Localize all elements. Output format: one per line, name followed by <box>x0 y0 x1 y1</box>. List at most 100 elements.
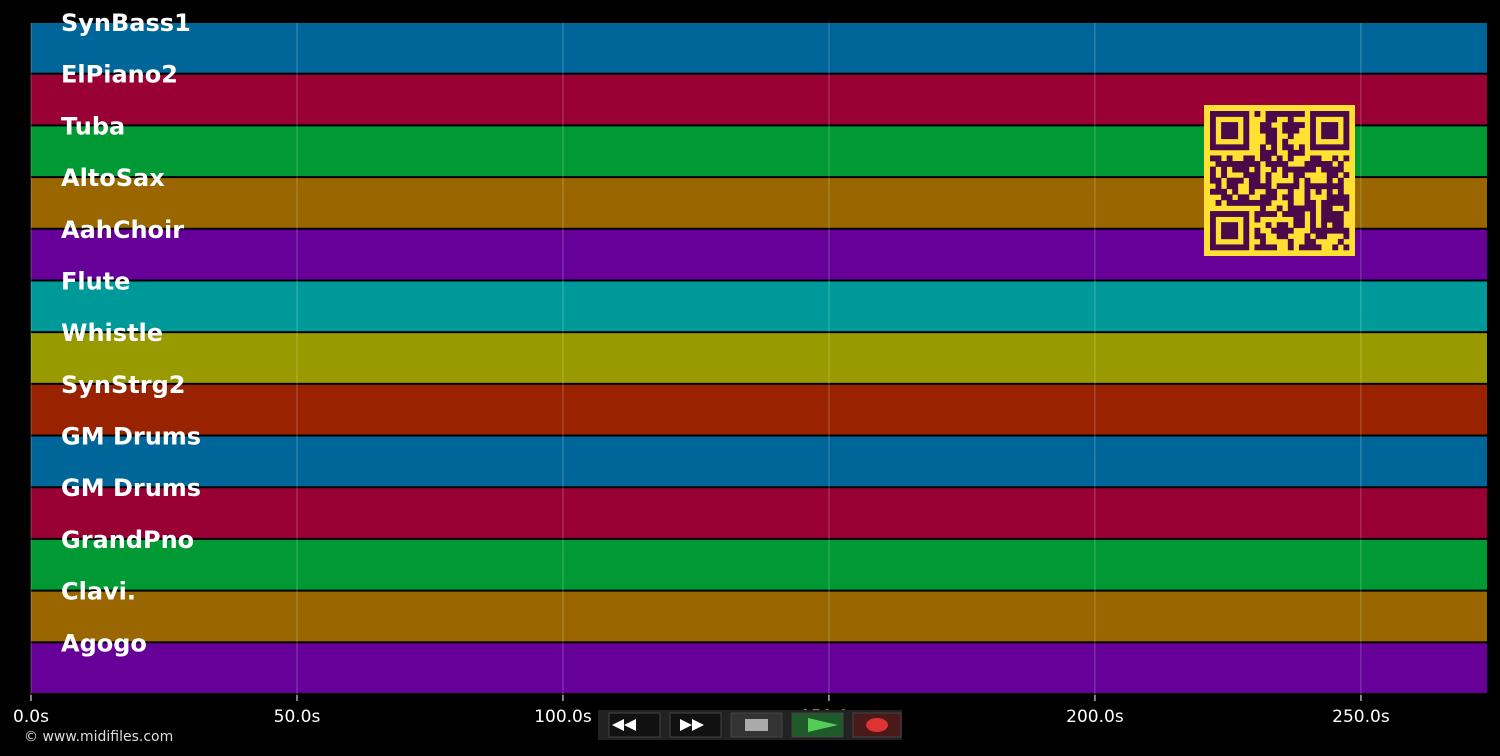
qr-cell <box>1282 227 1289 234</box>
qr-cell <box>1210 144 1216 151</box>
qr-cell <box>1248 155 1255 162</box>
rewind-button[interactable] <box>608 712 661 738</box>
qr-cell <box>1248 188 1255 195</box>
qr-cell <box>1343 155 1350 162</box>
qr-cell <box>1310 199 1316 206</box>
qr-cell <box>1332 183 1339 190</box>
qr-cell <box>1265 183 1272 190</box>
tick-label: 200.0s <box>1066 707 1124 727</box>
qr-cell <box>1265 149 1272 156</box>
qr-cell <box>1287 238 1294 245</box>
qr-cell <box>1276 222 1283 229</box>
qr-cell <box>1271 127 1278 134</box>
qr-cell <box>1332 122 1339 128</box>
qr-cell <box>1310 166 1316 173</box>
qr-cell <box>1237 144 1244 151</box>
qr-cell <box>1248 183 1255 190</box>
qr-cell <box>1265 244 1272 251</box>
qr-cell <box>1321 144 1328 151</box>
qr-cell <box>1243 161 1250 167</box>
qr-cell <box>1237 111 1244 117</box>
qr-cell <box>1310 211 1316 217</box>
qr-cell <box>1265 111 1272 117</box>
qr-cell <box>1304 166 1311 173</box>
qr-cell <box>1321 211 1328 217</box>
transport-controls <box>598 710 902 740</box>
qr-cell <box>1304 199 1311 206</box>
qr-cell <box>1276 183 1283 190</box>
qr-cell <box>1332 244 1339 251</box>
qr-cell <box>1343 244 1350 251</box>
qr-cell <box>1298 205 1305 212</box>
qr-cell <box>1237 166 1244 173</box>
qr-cell <box>1232 122 1239 128</box>
qr-cell <box>1293 172 1300 179</box>
qr-cell <box>1226 122 1233 128</box>
track-row <box>31 643 1487 693</box>
qr-cell <box>1237 211 1244 217</box>
track-row <box>31 23 1487 73</box>
track-name: AltoSax <box>61 164 165 192</box>
qr-cell <box>1226 244 1233 251</box>
record-button[interactable] <box>852 712 902 738</box>
qr-cell <box>1337 194 1344 201</box>
qr-cell <box>1337 211 1344 217</box>
qr-cell <box>1215 161 1222 167</box>
track-row <box>31 281 1487 332</box>
qr-cell <box>1210 172 1216 179</box>
qr-cell <box>1310 222 1316 229</box>
play-button[interactable] <box>791 712 844 738</box>
qr-cell <box>1326 211 1333 217</box>
qr-cell <box>1243 138 1250 145</box>
qr-cell <box>1321 122 1328 128</box>
qr-cell <box>1304 183 1311 190</box>
qr-cell <box>1215 188 1222 195</box>
qr-cell <box>1271 161 1278 167</box>
qr-cell <box>1304 161 1311 167</box>
qr-cell <box>1210 238 1216 245</box>
qr-cell <box>1265 138 1272 145</box>
qr-cell <box>1210 222 1216 229</box>
qr-cell <box>1226 211 1233 217</box>
qr-cell <box>1332 144 1339 151</box>
qr-cell <box>1337 199 1344 206</box>
qr-cell <box>1315 155 1322 162</box>
qr-cell <box>1254 199 1261 206</box>
qr-cell <box>1287 166 1294 173</box>
qr-cell <box>1293 177 1300 184</box>
qr-cell <box>1343 227 1350 234</box>
qr-cell <box>1221 233 1227 240</box>
qr-cell <box>1304 244 1311 251</box>
qr-cell <box>1210 127 1216 134</box>
qr-cell <box>1298 149 1305 156</box>
track-row <box>31 488 1487 538</box>
qr-cell <box>1254 183 1261 190</box>
qr-cell <box>1282 233 1289 240</box>
qr-cell <box>1287 194 1294 201</box>
qr-cell <box>1232 133 1239 140</box>
qr-cell <box>1315 227 1322 234</box>
qr-cell <box>1260 233 1266 240</box>
qr-cell <box>1265 211 1272 217</box>
qr-cell <box>1237 161 1244 167</box>
qr-cell <box>1226 127 1233 134</box>
qr-cell <box>1226 144 1233 151</box>
forward-button[interactable] <box>669 712 722 738</box>
qr-cell <box>1282 172 1289 179</box>
qr-cell <box>1265 199 1272 206</box>
qr-cell <box>1343 116 1350 123</box>
qr-cell <box>1332 166 1339 173</box>
qr-cell <box>1337 222 1344 229</box>
qr-cell <box>1326 111 1333 117</box>
qr-code <box>1204 105 1355 256</box>
qr-cell <box>1254 211 1261 217</box>
qr-cell <box>1243 227 1250 234</box>
stop-button[interactable] <box>730 712 783 738</box>
qr-cell <box>1326 188 1333 195</box>
qr-cell <box>1221 194 1227 201</box>
qr-cell <box>1310 244 1316 251</box>
qr-cell <box>1287 133 1294 140</box>
qr-cell <box>1232 233 1239 240</box>
qr-cell <box>1254 233 1261 240</box>
